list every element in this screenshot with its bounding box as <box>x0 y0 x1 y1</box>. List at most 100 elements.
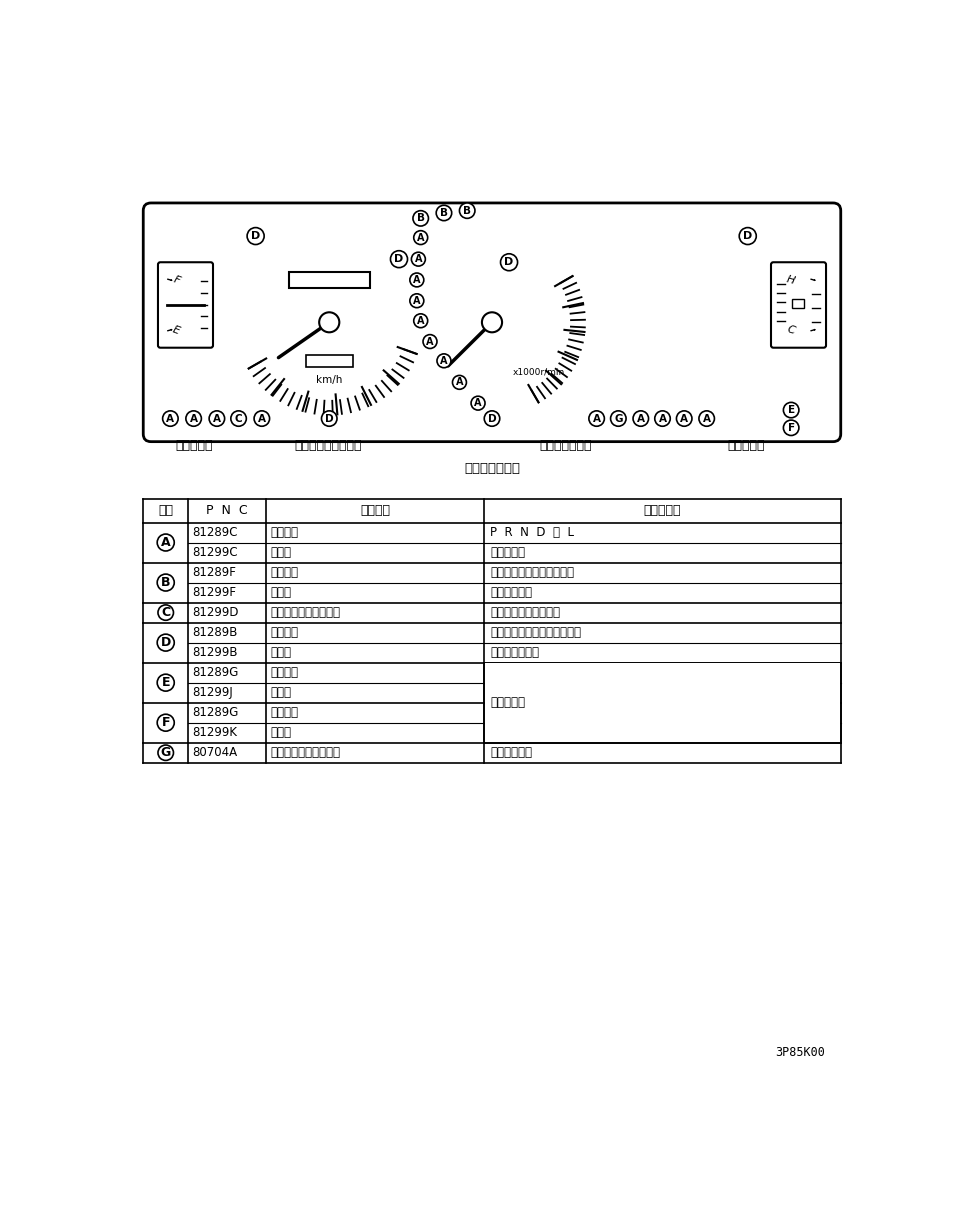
Bar <box>143 743 841 762</box>
Text: A: A <box>417 232 424 242</box>
Bar <box>306 355 352 367</box>
Text: アッパビーム: アッパビーム <box>491 586 533 599</box>
Text: ソケット: ソケット <box>271 526 299 538</box>
Text: E: E <box>161 676 170 690</box>
Text: 81289F: 81289F <box>192 566 236 580</box>
Text: A: A <box>415 254 422 264</box>
Text: ソケット: ソケット <box>271 667 299 679</box>
Bar <box>143 623 841 663</box>
Text: A: A <box>258 414 266 424</box>
FancyBboxPatch shape <box>158 263 213 347</box>
Circle shape <box>633 411 649 426</box>
Text: 部品名称: 部品名称 <box>360 505 390 518</box>
Text: 81299C: 81299C <box>192 546 238 559</box>
Text: D: D <box>504 258 514 267</box>
Circle shape <box>482 312 502 333</box>
Text: F: F <box>787 422 795 433</box>
Circle shape <box>319 312 339 333</box>
Text: 81299B: 81299B <box>192 646 237 659</box>
Text: 80704A: 80704A <box>192 747 237 759</box>
Bar <box>485 663 840 742</box>
Text: A: A <box>441 356 447 365</box>
Bar <box>143 663 841 703</box>
Text: F: F <box>172 275 181 286</box>
Text: 81299K: 81299K <box>192 726 237 739</box>
Text: 3P85K00: 3P85K00 <box>776 1045 826 1059</box>
Bar <box>143 523 841 563</box>
Circle shape <box>157 674 175 691</box>
Text: バルブ（ソケット付）: バルブ（ソケット付） <box>271 606 341 620</box>
Text: A: A <box>592 414 601 424</box>
Circle shape <box>783 420 799 436</box>
Text: （スピードメータ）: （スピードメータ） <box>294 439 362 453</box>
Text: C: C <box>235 414 242 424</box>
Text: バルブ（ソケット付）: バルブ（ソケット付） <box>271 747 341 759</box>
Text: 81289B: 81289B <box>192 626 237 639</box>
Bar <box>289 272 370 288</box>
FancyArrowPatch shape <box>811 329 815 330</box>
Text: （タコメータ）: （タコメータ） <box>540 439 592 453</box>
Circle shape <box>414 313 427 328</box>
Circle shape <box>739 227 756 244</box>
Circle shape <box>423 335 437 348</box>
Text: A: A <box>413 295 420 306</box>
Text: A: A <box>681 414 688 424</box>
Text: x1000r/min: x1000r/min <box>513 368 564 376</box>
Text: F: F <box>161 716 170 730</box>
Text: A: A <box>213 414 221 424</box>
Text: A: A <box>190 414 198 424</box>
Circle shape <box>413 211 428 226</box>
Text: B: B <box>463 206 471 215</box>
Circle shape <box>162 411 179 426</box>
Circle shape <box>209 411 225 426</box>
Circle shape <box>410 273 423 287</box>
Text: A: A <box>456 378 463 387</box>
Text: バルブ: バルブ <box>271 686 291 699</box>
Circle shape <box>322 411 337 426</box>
Circle shape <box>699 411 714 426</box>
Text: C: C <box>786 324 796 336</box>
Text: ソケット: ソケット <box>271 626 299 639</box>
Circle shape <box>437 353 451 368</box>
Text: P  N  C: P N C <box>206 505 248 518</box>
Circle shape <box>436 206 452 220</box>
Text: （メータ表側）: （メータ表側） <box>464 462 520 476</box>
Text: A: A <box>161 536 171 549</box>
Text: バルブ: バルブ <box>271 726 291 739</box>
Circle shape <box>677 411 692 426</box>
Circle shape <box>484 411 500 426</box>
Text: 81289G: 81289G <box>192 667 238 679</box>
Text: 81289G: 81289G <box>192 707 238 719</box>
Text: P  R  N  D  ２  L: P R N D ２ L <box>491 526 574 538</box>
Circle shape <box>783 403 799 417</box>
Text: D: D <box>324 414 333 424</box>
Circle shape <box>157 714 175 731</box>
Circle shape <box>254 411 270 426</box>
Text: A: A <box>417 316 424 325</box>
Text: A: A <box>474 398 482 408</box>
Circle shape <box>471 396 485 410</box>
Bar <box>143 703 841 743</box>
Text: E: E <box>172 324 181 336</box>
Bar <box>143 603 841 623</box>
Text: A: A <box>426 336 434 346</box>
Text: （水温計）: （水温計） <box>728 439 765 453</box>
Circle shape <box>414 231 427 244</box>
Text: D: D <box>251 231 260 241</box>
Text: バルブ: バルブ <box>271 546 291 559</box>
Text: 各種警告灯: 各種警告灯 <box>491 546 525 559</box>
Text: A: A <box>636 414 645 424</box>
Text: km/h: km/h <box>316 375 343 385</box>
Circle shape <box>158 605 174 621</box>
Text: A: A <box>659 414 666 424</box>
Text: G: G <box>614 414 623 424</box>
Text: B: B <box>161 576 171 589</box>
Circle shape <box>230 411 247 426</box>
Text: B: B <box>417 213 424 224</box>
Text: スピードメータ，タコメータ: スピードメータ，タコメータ <box>491 626 582 639</box>
Text: バルブ: バルブ <box>271 646 291 659</box>
Text: D: D <box>488 414 496 424</box>
Text: H: H <box>785 273 796 286</box>
Text: C: C <box>161 606 170 620</box>
Circle shape <box>158 745 174 760</box>
